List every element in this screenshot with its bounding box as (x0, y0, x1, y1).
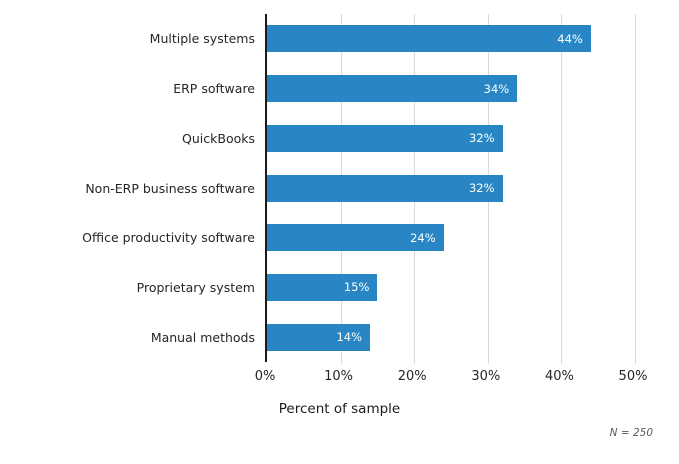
gridline (561, 14, 563, 364)
bar-row: 44% (267, 14, 635, 64)
x-axis-tick-labels: 0% 10% 20% 30% 40% 50% (255, 369, 648, 387)
x-tick-label: 30% (471, 369, 501, 384)
bar: 32% (267, 174, 503, 202)
x-tick-label: 20% (397, 369, 427, 384)
category-label: ERP software (173, 81, 255, 97)
x-tick-label: 10% (324, 369, 354, 384)
x-tick-label: 0% (254, 369, 276, 384)
bars-container: 44% 34% 32% 32% 24% 15% 14% (267, 14, 635, 362)
category-label: Proprietary system (136, 279, 255, 295)
category-label: Non-ERP business software (85, 180, 255, 196)
bar: 14% (267, 323, 371, 351)
category-label: Multiple systems (149, 31, 255, 47)
bar-value-label: 14% (336, 330, 363, 345)
bar-row: 14% (267, 312, 635, 362)
bar-row: 24% (267, 213, 635, 263)
bar-row: 32% (267, 163, 635, 213)
category-label: Office productivity software (82, 230, 255, 246)
bar-value-label: 32% (468, 131, 495, 146)
category-axis: Multiple systems ERP software QuickBooks No… (0, 14, 255, 362)
bar-row: 15% (267, 263, 635, 313)
x-tick-label: 50% (618, 369, 648, 384)
category-label: Manual methods (150, 329, 255, 345)
bar-value-label: 32% (468, 181, 495, 196)
bar: 32% (267, 124, 503, 152)
x-tick-label: 40% (544, 369, 574, 384)
bar-value-label: 15% (343, 280, 370, 295)
bar-row: 32% (267, 113, 635, 163)
bar-row: 34% (267, 64, 635, 114)
bar: 44% (267, 25, 591, 53)
bar-value-label: 24% (410, 230, 436, 245)
bar: 34% (267, 75, 518, 103)
sample-size-note: N = 250 (609, 427, 653, 439)
bar: 24% (267, 224, 444, 252)
plot-area: 44% 34% 32% 32% 24% 15% 14% (265, 14, 636, 364)
category-label: QuickBooks (182, 130, 255, 146)
bar: 15% (267, 273, 378, 301)
bar-value-label: 34% (483, 81, 510, 96)
gridline (635, 14, 636, 364)
x-axis-title: Percent of sample (278, 401, 401, 417)
bar-value-label: 44% (557, 31, 583, 46)
